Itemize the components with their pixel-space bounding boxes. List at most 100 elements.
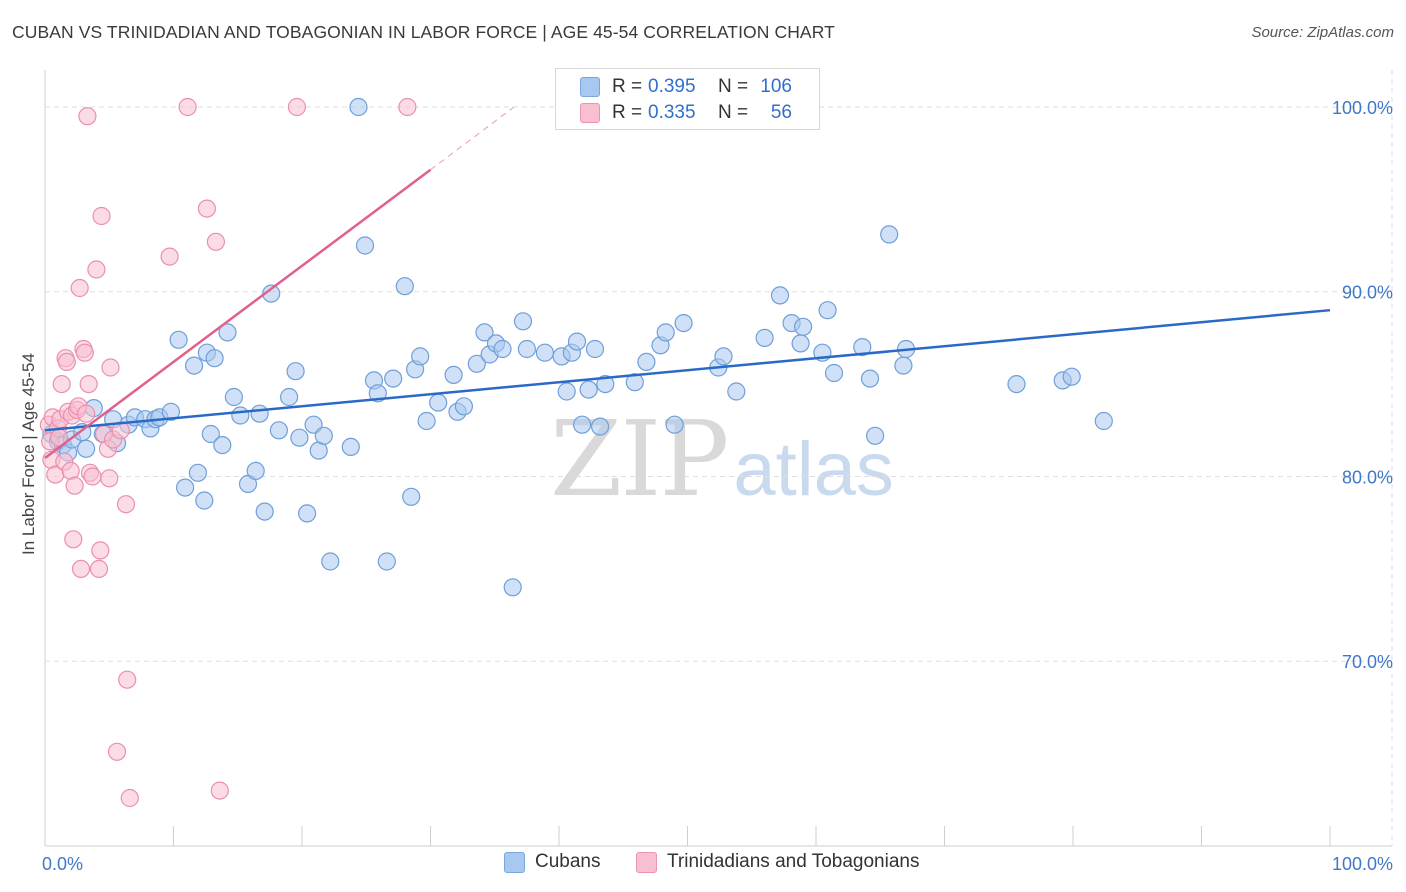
cubans-point	[1007, 375, 1026, 394]
trinidadians-point	[101, 358, 120, 377]
cubans-point	[567, 332, 587, 351]
legend-item-cubans[interactable]: Cubans	[504, 851, 601, 873]
cubans-point	[218, 323, 237, 342]
cubans-point	[280, 387, 299, 407]
trinidadians-point	[160, 247, 179, 266]
cubans-point	[535, 343, 555, 362]
cubans-point	[1062, 367, 1081, 386]
x-tick-label: 100.0%	[1332, 854, 1393, 874]
cubans-point	[880, 225, 899, 244]
trinidadians-point	[111, 421, 130, 440]
trinidadians-swatch	[580, 103, 600, 123]
legend-label-cubans: Cubans	[535, 851, 601, 872]
legend-swatch-cubans	[504, 851, 525, 873]
cubans-point	[793, 317, 813, 336]
trinidadians-point	[210, 781, 229, 800]
trinidadians-point	[92, 206, 111, 226]
legend-label-trinidadians: Trinidadians and Tobagonians	[667, 851, 920, 872]
cubans-point	[503, 578, 522, 597]
trinidadians-point	[120, 788, 139, 808]
trinidadians-point	[70, 278, 89, 298]
cubans-point	[169, 330, 188, 349]
cubans-point	[1094, 411, 1113, 431]
n-value: 56	[770, 102, 792, 123]
cubans-point	[269, 421, 288, 440]
cubans-point	[454, 397, 473, 416]
cubans-point	[341, 437, 360, 456]
cubans-point	[674, 314, 693, 333]
cubans-point	[818, 301, 837, 320]
cubans-point	[513, 312, 533, 331]
trinidadians-point	[197, 199, 216, 218]
cubans-point	[395, 277, 414, 296]
cubans-point	[290, 428, 309, 447]
cubans-point	[161, 402, 180, 421]
cubans-point	[665, 415, 684, 434]
cubans-point	[417, 411, 436, 431]
cubans-point	[384, 369, 403, 388]
trinidadians-point	[78, 107, 97, 126]
cubans-point	[853, 338, 872, 357]
cubans-point	[625, 373, 644, 392]
watermark-atlas: atlas	[733, 427, 894, 512]
cubans-point	[224, 387, 243, 407]
cubans-point	[493, 339, 512, 359]
trinidadians-point	[178, 97, 197, 117]
legend-item-trinidadians[interactable]: Trinidadians and Tobagonians	[636, 851, 919, 873]
cubans-point	[824, 363, 844, 383]
cubans-point	[637, 352, 656, 371]
cubans-point	[205, 349, 224, 368]
trinidadians-point	[57, 352, 76, 371]
cubans-point	[286, 362, 305, 381]
cubans-point	[250, 404, 269, 423]
trinidadians-point	[52, 375, 71, 394]
chart-legend: Cubans Trinidadians and Tobagonians	[0, 851, 1406, 877]
cubans-point	[262, 284, 281, 303]
cubans-point	[467, 354, 486, 373]
cubans-point	[246, 461, 265, 480]
cubans-point	[213, 436, 232, 455]
trinidadians-point	[91, 541, 110, 560]
cubans-point	[865, 426, 885, 445]
trinidadians-point	[75, 343, 94, 362]
trinidadians-point	[65, 476, 84, 495]
cubans-point	[656, 323, 675, 342]
cubans-point	[355, 236, 375, 255]
cubans-point	[231, 406, 250, 425]
trinidadians-point	[76, 404, 96, 423]
trinidadians-trend-line	[44, 168, 432, 460]
trinidadians-point	[206, 232, 225, 251]
cubans-trend-line	[44, 308, 1331, 432]
y-tick-label: 80.0%	[1342, 467, 1393, 487]
r-label: R =	[612, 76, 643, 97]
r-value: 0.395	[648, 76, 696, 97]
trinidadians-point	[64, 530, 83, 549]
cubans-point	[201, 424, 220, 444]
cubans-point	[195, 491, 214, 510]
cubans-swatch	[580, 77, 600, 97]
cubans-point	[579, 380, 598, 399]
cubans-point	[475, 323, 494, 342]
cubans-point	[429, 393, 448, 412]
cubans-point	[517, 339, 537, 359]
cubans-point	[755, 328, 774, 347]
cubans-point	[727, 382, 746, 401]
stats-row-cubans: R = 0.395 N = 106	[580, 74, 792, 100]
cubans-point	[444, 365, 463, 384]
r-label: R =	[612, 102, 643, 123]
cubans-point	[402, 487, 421, 506]
legend-swatch-trinidadians	[636, 851, 657, 873]
cubans-point	[770, 286, 790, 305]
x-tick-label: 0.0%	[42, 854, 83, 874]
cubans-point	[791, 334, 810, 353]
cubans-point	[596, 375, 615, 394]
stats-row-trinidadians: R = 0.335 N = 56	[580, 100, 792, 126]
cubans-point	[298, 504, 317, 523]
stats-box: R = 0.395 N = 106 R = 0.335 N = 56	[555, 68, 820, 130]
trinidadians-point	[87, 260, 106, 279]
cubans-point	[255, 502, 274, 521]
zipatlas-watermark: ZIPatlas	[550, 398, 894, 520]
cubans-point	[185, 356, 204, 375]
cubans-point	[176, 478, 195, 497]
cubans-point	[557, 382, 576, 401]
